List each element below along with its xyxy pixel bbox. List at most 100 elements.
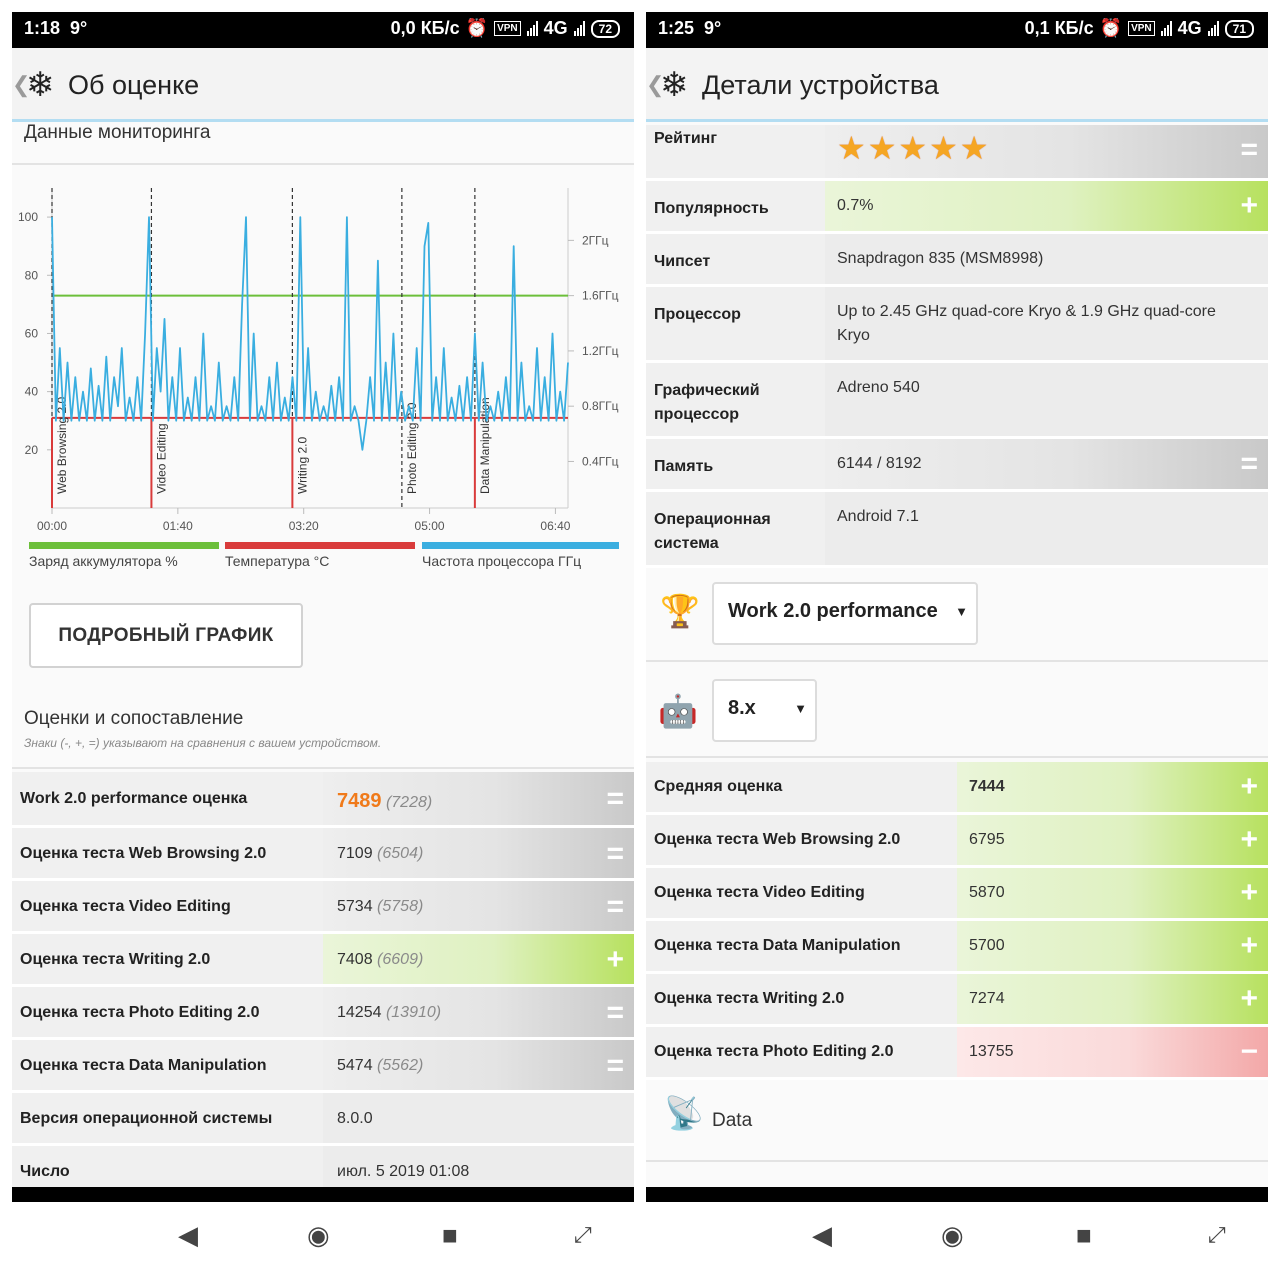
score-value: 13755 [969,1043,1014,1060]
nav-recents-icon[interactable]: ■ [442,1220,458,1250]
detail-row: Операционная система Android 7.1 [646,492,1268,568]
score-value: 7109 (6504) [337,845,423,863]
score-label: Оценка теста Writing 2.0 [20,950,211,968]
x-tick-label: 03:20 [289,519,319,533]
divider [646,756,1268,758]
monitoring-title: Данные мониторинга [24,122,211,143]
back-icon[interactable]: ❮ [646,72,665,97]
signal-icon-2 [573,21,585,36]
score-label: Оценка теста Video Editing [20,897,231,915]
detail-value-cell: 6144 / 8192 = [825,439,1268,489]
score-label: Оценка теста Video Editing [654,884,865,901]
detail-value-cell: Snapdragon 835 (MSM8998) [825,234,1268,284]
equals-icon: = [1240,447,1258,480]
signal-icon [526,21,538,36]
monitoring-chart: 100 80 60 40 20 2ГГц 1.6ГГц 1.2ГГц 0.8ГГц 0.4ГГц 0… [12,180,634,540]
nav-back-icon[interactable]: ◀ [812,1220,832,1250]
vpn-icon: VPN [1128,21,1155,36]
nav-home-icon[interactable]: ◉ [941,1220,964,1250]
detail-label: Популярность [654,200,769,217]
equals-icon: = [606,889,624,923]
score-value: 7489 (7228) [337,790,432,813]
score-value: 5734 (5758) [337,898,423,916]
android-icon: 🤖 [658,693,698,729]
score-label: Work 2.0 performance оценка [20,790,248,807]
y-tick-label: 20 [25,443,39,457]
detail-value-cell: Adreno 540 [825,363,1268,436]
divider [646,660,1268,662]
app-logo-icon: ❄ [26,66,55,104]
score-label: Оценка теста Data Manipulation [20,1056,267,1074]
test-select[interactable]: Work 2.0 performance ▼ [712,582,978,645]
page-title: Об оценке [68,70,200,100]
back-icon[interactable]: ❮ [12,72,31,97]
reference-score: (6609) [377,950,424,968]
score-number: 5474 [337,1056,373,1074]
score-number: июл. 5 2019 01:08 [337,1162,470,1180]
legend-swatch-battery [29,542,219,549]
y2-tick-label: 0.4ГГц [582,454,619,468]
x-tick-label: 05:00 [415,519,445,533]
score-row: Оценка теста Web Browsing 2.0 7109 (6504)… [12,828,634,881]
y2-tick-label: 1.2ГГц [582,344,619,358]
detailed-chart-button[interactable]: ПОДРОБНЫЙ ГРАФИК [29,603,303,668]
score-value-cell: 7489 (7228) = [323,772,634,825]
average-score-row: Оценка теста Photo Editing 2.0 13755 − [646,1027,1268,1080]
score-value: 8.0.0 [337,1110,373,1128]
app-bar: ❮ ❄ Об оценке [12,48,634,122]
chart-svg: 100 80 60 40 20 2ГГц 1.6ГГц 1.2ГГц 0.8ГГц 0.4ГГц 0… [18,188,619,533]
net-speed: 0,0 КБ/с [390,18,460,38]
antenna-icon: 📡 [664,1095,704,1131]
test-marker-label: Web Browsing 2.0 [55,397,69,494]
y-tick-label: 100 [18,210,38,224]
y-tick-label: 80 [25,268,39,282]
score-value: 7408 (6609) [337,951,423,969]
detail-row: Память 6144 / 8192 = [646,439,1268,492]
plus-icon: + [1240,189,1258,222]
nav-back-icon[interactable]: ◀ [178,1220,198,1250]
score-row: Оценка теста Photo Editing 2.0 14254 (139… [12,987,634,1040]
score-value-cell: 7274 + [957,974,1268,1024]
score-row: Оценка теста Writing 2.0 7408 (6609) + [12,934,634,987]
score-label: Оценка теста Web Browsing 2.0 [20,844,267,862]
y-tick-label: 60 [25,326,39,340]
score-label: Число [20,1162,70,1180]
equals-icon: = [606,782,624,815]
score-row: Оценка теста Data Manipulation 5474 (5562… [12,1040,634,1093]
score-value: 7444 [969,778,1005,795]
net-speed: 0,1 КБ/с [1024,18,1094,38]
detail-value: 0.7% [837,197,874,214]
score-label: Оценка теста Data Manipulation [654,937,901,954]
cpu-frequency-line [51,216,569,451]
signal-icon [1160,21,1172,36]
status-bar: 1:18 9° 0,0 КБ/с ⏰ VPN 4G 72 [12,12,634,48]
score-row: Версия операционной системы 8.0.0 [12,1093,634,1146]
detail-value: 6144 / 8192 [837,455,922,472]
average-scores-table: Средняя оценка 7444 + Оценка теста Web Brow… [646,762,1268,1080]
detail-label: Процессор [654,306,741,323]
x-tick-label: 06:40 [540,519,570,533]
score-number: 7489 [337,790,382,812]
right-screen: 1:25 9° 0,1 КБ/с ⏰ VPN 4G 71 ❮ ❄ Детали … [646,12,1268,1202]
trophy-icon: 🏆 [660,593,700,629]
nav-expand-icon[interactable]: ⤢ [574,1222,592,1247]
nav-recents-icon[interactable]: ■ [1076,1220,1092,1250]
os-select[interactable]: 8.x ▼ [712,679,817,742]
star-icon: ★ [898,130,930,166]
plus-icon: + [1240,982,1258,1015]
star-icon: ★ [867,130,899,166]
average-score-row: Оценка теста Web Browsing 2.0 6795 + [646,815,1268,868]
reference-score: (5562) [377,1056,424,1074]
divider [12,163,634,165]
detail-label: Операционная система [654,511,771,552]
detail-value: Up to 2.45 GHz quad-core Kryo & 1.9 GHz … [837,303,1216,344]
nav-expand-icon[interactable]: ⤢ [1208,1222,1226,1247]
battery-icon: 71 [1224,19,1254,38]
status-right: 0,1 КБ/с ⏰ VPN 4G 71 [1025,18,1254,39]
legend-swatch-cpu [422,542,619,549]
scores-title: Оценки и сопоставление [24,708,244,729]
score-number: 5734 [337,897,373,915]
score-row: Оценка теста Video Editing 5734 (5758) = [12,881,634,934]
nav-home-icon[interactable]: ◉ [307,1220,330,1250]
equals-icon: = [606,836,624,870]
